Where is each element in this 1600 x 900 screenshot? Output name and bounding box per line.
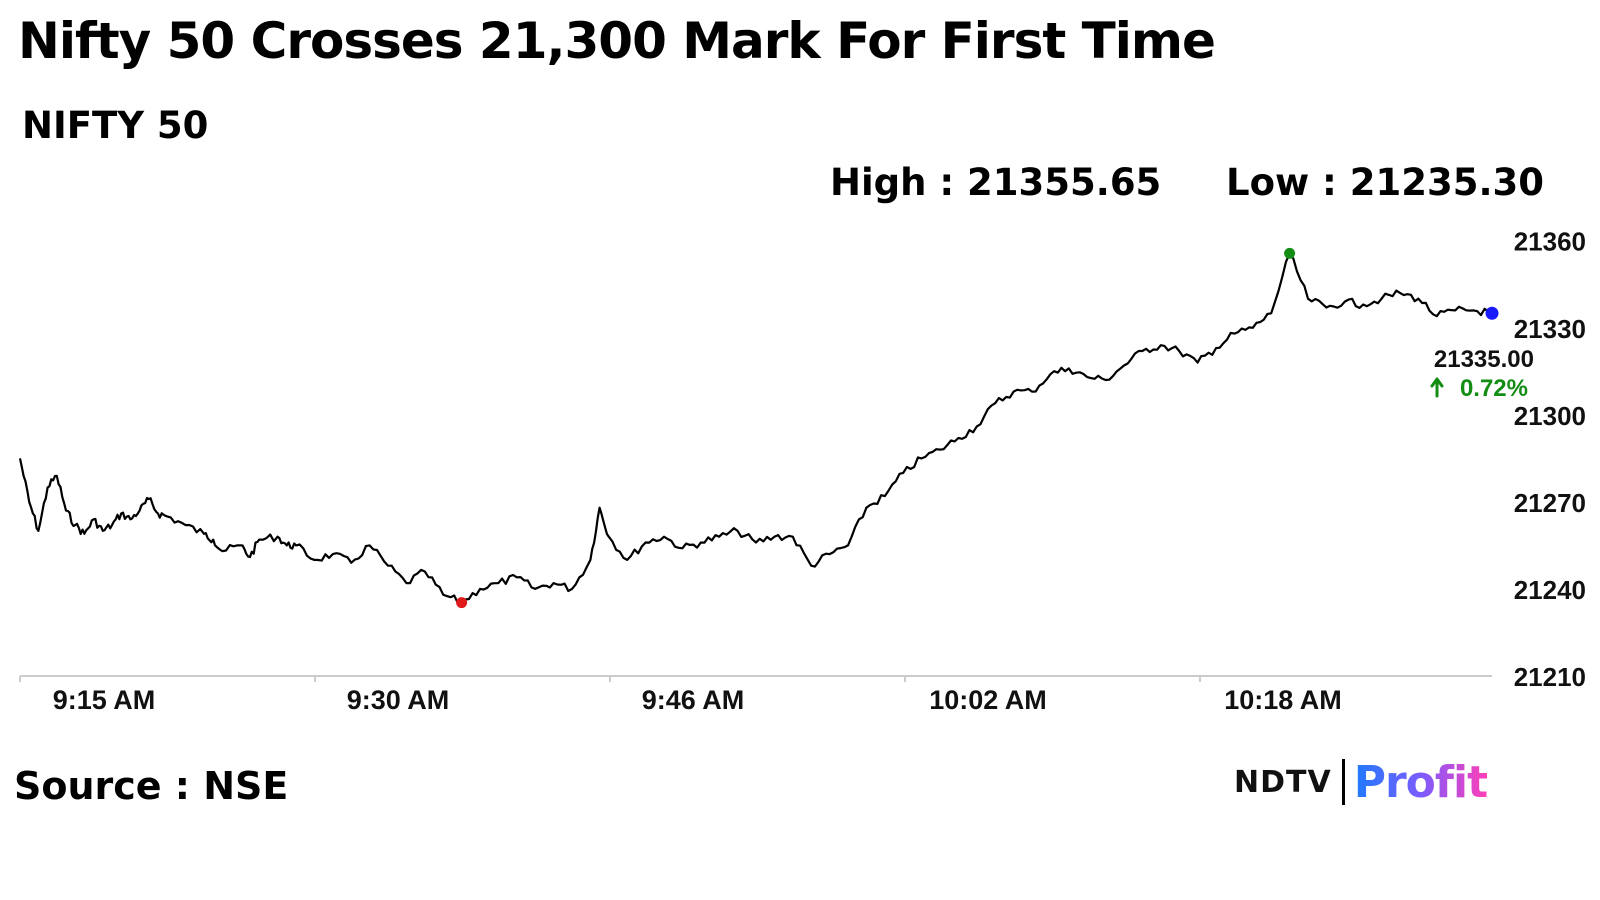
page-title: Nifty 50 Crosses 21,300 Mark For First T… — [18, 12, 1216, 70]
logo-ndtv-text: NDTV — [1234, 764, 1332, 800]
y-tick-label: 21270 — [1514, 488, 1586, 518]
day-low-label: Low : 21235.30 — [1226, 161, 1545, 204]
index-name: NIFTY 50 — [22, 104, 209, 147]
y-tick-label: 21300 — [1514, 401, 1586, 431]
last-price-label: 21335.00 — [1434, 346, 1534, 373]
last-price-marker — [1485, 306, 1499, 320]
logo-divider — [1341, 759, 1345, 805]
x-tick-label: 10:02 AM — [929, 685, 1047, 715]
y-tick-label: 21330 — [1514, 314, 1586, 344]
x-tick-label: 10:18 AM — [1224, 685, 1342, 715]
y-tick-label: 21360 — [1514, 227, 1586, 257]
day-low-marker — [456, 597, 468, 609]
arrow-up-icon — [1430, 377, 1444, 398]
ndtv-profit-logo: NDTV Profit — [1234, 756, 1488, 808]
y-tick-label: 21210 — [1514, 662, 1586, 692]
x-tick-label: 9:15 AM — [53, 685, 156, 715]
day-high-label: High : 21355.65 — [830, 161, 1162, 204]
logo-profit-text: Profit — [1353, 756, 1488, 808]
source-label: Source : NSE — [14, 764, 289, 808]
nifty-price-line — [18, 252, 1493, 605]
y-tick-label: 21240 — [1514, 575, 1586, 605]
x-tick-label: 9:46 AM — [642, 685, 745, 715]
day-high-marker — [1284, 247, 1296, 259]
x-tick-label: 9:30 AM — [347, 685, 450, 715]
change-percent-label: 0.72% — [1460, 375, 1528, 402]
